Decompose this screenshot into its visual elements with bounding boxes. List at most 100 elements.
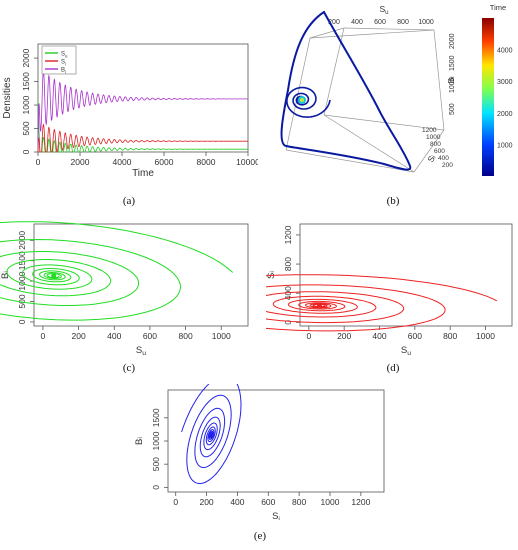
- a-series-Su: [37, 100, 248, 153]
- b-depth-tick: 1000: [426, 134, 441, 141]
- b-colorbar-tick: 1000: [497, 142, 513, 149]
- d-ytick-label: 800: [283, 257, 293, 271]
- a-xtick-label: 6000: [155, 157, 174, 167]
- b-axis-label-si: Si: [425, 153, 437, 164]
- a-ytick-label: 1500: [21, 72, 31, 91]
- c-xlabel: Su: [136, 345, 146, 356]
- e-ylabel: Bi: [134, 437, 145, 445]
- a-ylabel: Densities: [2, 77, 13, 118]
- a-ytick-label: 2000: [21, 48, 31, 67]
- b-axis-label-bi: Bi: [446, 76, 456, 83]
- a-xlabel: Time: [132, 168, 154, 179]
- c-xtick-label: 400: [107, 331, 121, 341]
- b-top-tick: 200: [328, 19, 340, 26]
- b-box-edge: [433, 29, 445, 131]
- a-legend-label: Si: [61, 60, 66, 67]
- b-box-edge: [323, 114, 445, 131]
- b-depth-tick: 600: [434, 148, 445, 155]
- b-colorbar-tick: 2000: [497, 111, 513, 118]
- caption-c: (c): [122, 362, 136, 374]
- b-right-tick: 2000: [449, 33, 456, 49]
- e-xtick-label: 1200: [351, 497, 370, 507]
- a-xtick-label: 8000: [197, 157, 216, 167]
- b-depth-tick: 800: [430, 141, 441, 148]
- c-xtick-label: 1000: [212, 331, 231, 341]
- c-plot-frame: [33, 223, 249, 327]
- d-trajectory: [165, 274, 498, 332]
- b-depth-tick: 200: [442, 162, 453, 169]
- d-xlabel: Su: [401, 345, 411, 356]
- c-trajectory: [0, 221, 234, 321]
- b-top-tick: 1000: [418, 19, 434, 26]
- d-xtick-label: 200: [337, 331, 351, 341]
- e-ytick-label: 0: [151, 485, 161, 490]
- b-axis-label-su: Su: [379, 4, 388, 16]
- d-ytick-label: 1200: [283, 225, 293, 244]
- b-colorbar-title: Time: [490, 3, 506, 12]
- e-xtick-label: 800: [292, 497, 306, 507]
- b-right-tick: 1500: [449, 55, 456, 71]
- b-top-tick: 800: [397, 19, 409, 26]
- a-ytick-label: 500: [21, 121, 31, 135]
- a-xtick-label: 10000: [236, 157, 258, 167]
- caption-a: (a): [122, 195, 136, 207]
- e-xtick-label: 1000: [321, 497, 340, 507]
- b-box-edge: [285, 149, 415, 173]
- e-ytick-label: 500: [151, 457, 161, 471]
- a-plot-frame: [37, 43, 249, 153]
- panel-d: 0 200 400 600 800 1000 0 400 800 1200 Su Si: [165, 218, 518, 357]
- e-xtick-label: 400: [230, 497, 244, 507]
- a-xtick-label: 2000: [71, 157, 90, 167]
- d-xtick-label: 0: [306, 331, 311, 341]
- b-box-edge: [323, 114, 415, 173]
- b-top-tick: 600: [374, 19, 386, 26]
- c-xtick-label: 0: [41, 331, 46, 341]
- chart-a: 0 2000 4000 6000 8000 10000 0 500 1000 1500 2000 Ti…: [2, 43, 260, 179]
- a-legend-box: [41, 45, 77, 75]
- b-depth-tick: 400: [438, 155, 449, 162]
- d-xtick-label: 800: [443, 331, 457, 341]
- b-box-edge: [413, 129, 445, 173]
- e-xtick-label: 200: [199, 497, 213, 507]
- b-right-tick: 1000: [449, 77, 456, 93]
- c-ytick-label: 500: [17, 294, 27, 308]
- a-xtick-label: 4000: [113, 157, 132, 167]
- b-trajectory-outer: [280, 10, 412, 171]
- caption-b: (b): [386, 195, 400, 207]
- b-colorbar: [482, 18, 494, 176]
- c-ylabel: Bi: [0, 271, 11, 279]
- d-xtick-label: 400: [372, 331, 386, 341]
- b-colorbar-tick: 3000: [497, 79, 513, 86]
- c-xtick-label: 200: [71, 331, 85, 341]
- a-series-Si: [37, 123, 248, 153]
- a-ytick-label: 0: [21, 149, 31, 154]
- c-equilibrium: [51, 273, 57, 279]
- d-ytick-label: 0: [283, 320, 293, 325]
- b-trajectory-spiral: [286, 86, 331, 118]
- e-equilibrium: [208, 432, 214, 438]
- e-xlabel: Si: [272, 511, 280, 520]
- b-depth-tick: 1200: [422, 127, 437, 134]
- c-ytick-label: 1000: [17, 271, 27, 290]
- caption-e: (e): [253, 530, 267, 542]
- d-xtick-label: 600: [408, 331, 422, 341]
- a-ytick-label: 1000: [21, 95, 31, 114]
- b-right-tick: 500: [449, 103, 456, 115]
- c-ytick-label: 1500: [17, 251, 27, 270]
- e-ytick-label: 1500: [151, 408, 161, 427]
- c-ytick-label: 0: [17, 319, 27, 324]
- b-box-edge: [343, 27, 435, 31]
- a-legend-label: Su: [61, 52, 68, 59]
- panel-b: Su 200 400 600 800 1000 Bi 500 1000 1500 2000 Si 120…: [264, 0, 518, 192]
- d-equilibrium: [316, 303, 322, 309]
- panel-a: 0 2000 4000 6000 8000 10000 0 500 1000 1500 2000 Ti…: [0, 36, 260, 186]
- d-ylabel: Si: [266, 271, 277, 279]
- d-xtick-label: 1000: [476, 331, 495, 341]
- panel-c: 0 200 400 600 800 1000 0 500 1000 1500 2000 Su Bi: [0, 218, 255, 357]
- c-xtick-label: 600: [143, 331, 157, 341]
- b-box-edge: [309, 27, 345, 39]
